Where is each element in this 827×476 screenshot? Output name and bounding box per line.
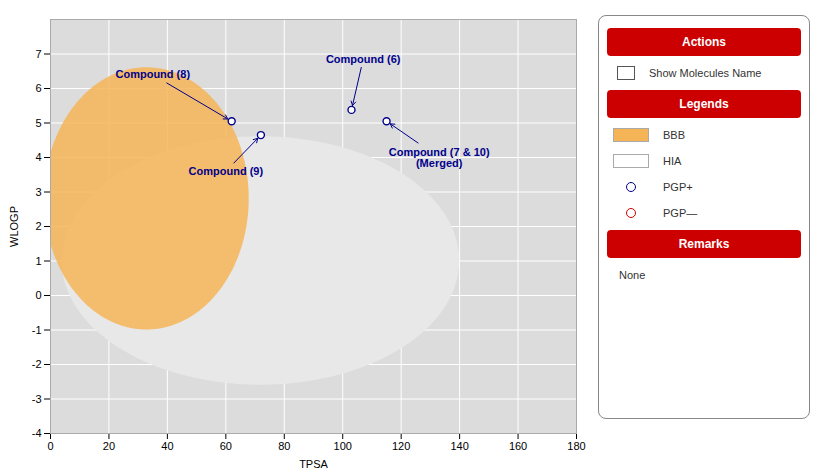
- svg-text:Compound (7 & 10)(Merged): Compound (7 & 10)(Merged): [389, 146, 490, 169]
- html-text:None: None: [619, 269, 646, 281]
- svg-text:2: 2: [35, 220, 41, 232]
- svg-text:4: 4: [35, 151, 41, 163]
- svg-text:Compound (6): Compound (6): [326, 53, 401, 65]
- html-text:Remarks: Remarks: [678, 237, 730, 251]
- svg-text:TPSA: TPSA: [299, 458, 328, 470]
- svg-text:80: 80: [278, 440, 290, 452]
- svg-text:Compound (9): Compound (9): [189, 165, 264, 177]
- html-text:BBB: BBB: [663, 129, 685, 141]
- svg-text:160: 160: [509, 440, 527, 452]
- svg-text:-4: -4: [32, 427, 42, 439]
- svg-text:0: 0: [47, 440, 53, 452]
- svg-text:Compound (8): Compound (8): [116, 68, 191, 80]
- svg-text:WLOGP: WLOGP: [8, 206, 20, 247]
- html-text:Actions: Actions: [682, 35, 726, 49]
- svg-text:-3: -3: [32, 393, 42, 405]
- svg-text:60: 60: [220, 440, 232, 452]
- svg-text:100: 100: [334, 440, 352, 452]
- svg-text:120: 120: [392, 440, 410, 452]
- html-text:PGP—: PGP—: [663, 207, 698, 219]
- svg-text:20: 20: [103, 440, 115, 452]
- svg-text:140: 140: [450, 440, 468, 452]
- svg-text:6: 6: [35, 82, 41, 94]
- svg-text:180: 180: [567, 440, 585, 452]
- html-text:HIA: HIA: [663, 155, 682, 167]
- html-text:Show Molecules Name: Show Molecules Name: [649, 67, 762, 79]
- svg-text:-2: -2: [32, 358, 42, 370]
- svg-text:3: 3: [35, 186, 41, 198]
- html-text:Legends: Legends: [679, 97, 729, 111]
- svg-text:0: 0: [35, 289, 41, 301]
- svg-text:1: 1: [35, 255, 41, 267]
- svg-text:7: 7: [35, 48, 41, 60]
- svg-text:-1: -1: [32, 324, 42, 336]
- svg-text:40: 40: [161, 440, 173, 452]
- svg-text:5: 5: [35, 117, 41, 129]
- html-text:PGP+: PGP+: [663, 181, 693, 193]
